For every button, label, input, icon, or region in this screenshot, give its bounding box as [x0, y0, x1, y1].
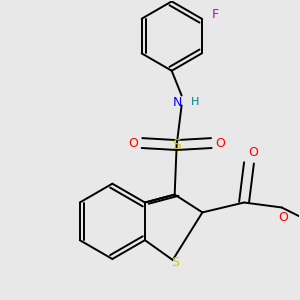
Text: F: F [212, 8, 219, 21]
Text: O: O [248, 146, 258, 160]
Text: S: S [171, 256, 179, 269]
Text: H: H [191, 98, 200, 107]
Text: O: O [215, 136, 225, 150]
Text: O: O [279, 211, 289, 224]
Text: O: O [128, 136, 138, 150]
Text: N: N [173, 96, 182, 109]
Text: S: S [172, 138, 181, 152]
